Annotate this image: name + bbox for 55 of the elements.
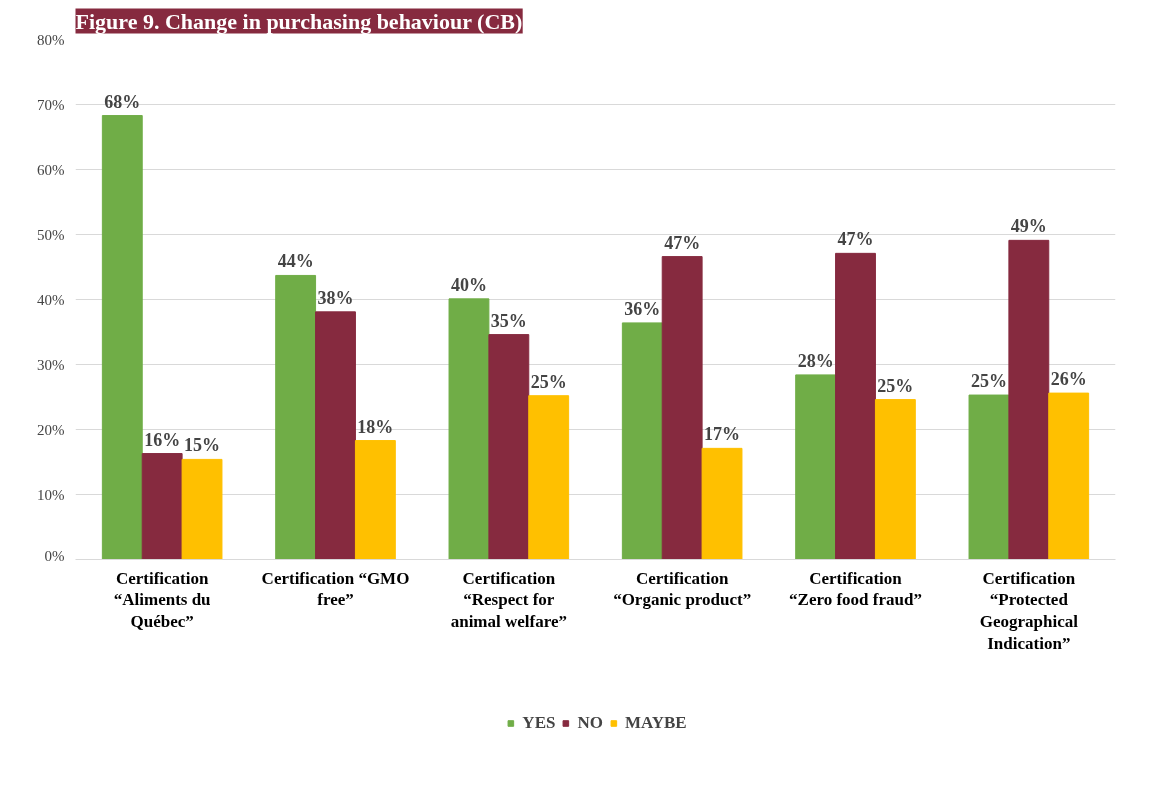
data-label: 18% <box>357 416 394 437</box>
bar <box>101 115 143 560</box>
x-tick-label: Certification “Organic product” <box>613 568 752 610</box>
bar <box>661 256 703 560</box>
data-label: 47% <box>664 232 701 253</box>
bar <box>621 322 663 560</box>
y-tick-label: 20% <box>37 421 65 438</box>
data-label: 17% <box>704 424 741 445</box>
data-label: 26% <box>1050 369 1087 390</box>
data-label: 15% <box>184 435 221 456</box>
bar <box>874 399 916 560</box>
x-tick-label: Certification “GMO free” <box>261 568 410 610</box>
bar <box>701 447 743 560</box>
x-tick-label: Certification “Zero food fraud” <box>789 568 922 610</box>
bar <box>488 334 530 560</box>
bar <box>275 274 317 560</box>
bar <box>181 458 223 560</box>
chart-title: Figure 9. Change in purchasing behaviour (CB) <box>75 8 523 34</box>
bar <box>528 395 570 560</box>
bar <box>1008 239 1050 560</box>
data-label: 38% <box>317 287 354 308</box>
y-tick-label: 40% <box>37 291 65 308</box>
data-label: 35% <box>490 310 527 331</box>
bar <box>835 252 876 560</box>
y-tick-label: 30% <box>37 356 65 373</box>
bar <box>354 440 396 560</box>
data-label: 44% <box>277 251 314 272</box>
data-label: 68% <box>104 91 141 112</box>
data-label: 40% <box>450 274 487 295</box>
data-label: 25% <box>970 371 1007 392</box>
y-tick-label: 0% <box>44 547 65 564</box>
y-tick-label: 60% <box>37 161 65 178</box>
data-label: 28% <box>797 350 834 371</box>
data-label: 47% <box>837 229 874 250</box>
bar <box>795 374 837 560</box>
y-tick-label: 50% <box>37 226 65 243</box>
y-tick-label: 10% <box>37 486 65 503</box>
x-tick-label: Certification “Aliments du Québec” <box>113 568 211 632</box>
data-label: 25% <box>877 375 914 396</box>
bar <box>1048 392 1090 560</box>
bar <box>448 298 490 560</box>
legend-label: NO <box>577 713 603 733</box>
x-tick-label: Certification “Respect for animal welfare” <box>450 568 567 632</box>
data-label: 49% <box>1010 216 1047 237</box>
data-label: 25% <box>530 371 567 392</box>
x-tick-label: Certification “Protected Geographical Indication” <box>979 568 1079 654</box>
bar <box>141 453 183 560</box>
y-tick-label: 80% <box>37 31 65 48</box>
data-label: 16% <box>144 429 181 450</box>
legend-label: YES <box>522 713 556 733</box>
data-label: 36% <box>624 298 661 319</box>
bar <box>315 311 356 560</box>
legend-label: MAYBE <box>624 713 687 733</box>
bar <box>968 394 1010 560</box>
y-tick-label: 70% <box>37 96 65 113</box>
